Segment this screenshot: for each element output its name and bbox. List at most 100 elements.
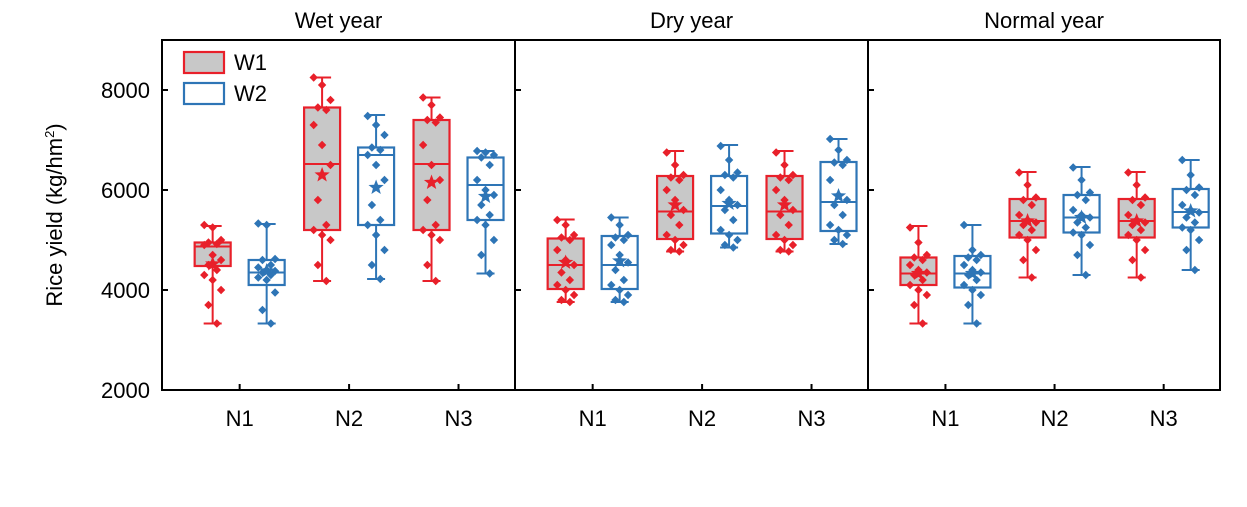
data-point (367, 200, 377, 210)
data-point (679, 170, 688, 180)
data-point (675, 247, 684, 256)
data-point (670, 235, 680, 245)
data-point (322, 276, 331, 286)
data-point (780, 235, 789, 245)
data-point (376, 145, 385, 155)
data-point (1128, 195, 1137, 205)
data-point (363, 150, 372, 160)
data-point (968, 285, 977, 295)
data-point (1140, 218, 1150, 227)
data-point (623, 230, 633, 240)
data-point (254, 263, 263, 272)
data-point (615, 220, 624, 230)
y-axis-label: Rice yield (kg/hm2) (42, 123, 67, 306)
data-point (435, 113, 445, 122)
data-point (720, 170, 730, 180)
legend-label-w2: W2 (234, 81, 267, 106)
data-point (569, 260, 579, 270)
data-point (1178, 223, 1187, 232)
mean-marker (259, 263, 275, 278)
data-point (553, 215, 562, 225)
data-point (1081, 195, 1090, 205)
data-point (200, 270, 209, 280)
y-tick-label: 8000 (101, 78, 150, 103)
data-point (1073, 190, 1082, 200)
mean-marker (368, 179, 384, 194)
data-point (914, 238, 923, 247)
data-point (208, 250, 217, 260)
data-point (776, 210, 785, 220)
data-point (371, 120, 381, 130)
data-point (1031, 193, 1041, 202)
data-point (557, 233, 566, 242)
legend-swatch-w1 (182, 50, 226, 75)
x-tick-label: N1 (931, 406, 959, 431)
data-point (212, 239, 222, 249)
data-point (565, 297, 575, 307)
data-point (788, 240, 798, 250)
data-point (1031, 245, 1041, 255)
data-point (212, 319, 222, 328)
data-point (204, 300, 213, 310)
data-point (959, 260, 969, 270)
mean-marker (612, 253, 628, 268)
data-point (776, 173, 785, 182)
data-point (376, 274, 385, 284)
data-point (1068, 205, 1078, 215)
panel-frame (867, 39, 1221, 391)
data-point (371, 230, 381, 240)
data-point (435, 175, 445, 185)
data-point (1023, 235, 1032, 245)
data-point (262, 275, 271, 285)
data-point (1136, 225, 1146, 235)
data-point (326, 235, 335, 245)
box-w2-n1 (247, 219, 286, 328)
data-point (830, 158, 839, 167)
data-point (1019, 255, 1028, 265)
mean-marker (477, 188, 494, 203)
data-point (716, 185, 725, 195)
data-point (830, 200, 839, 210)
data-point (918, 255, 927, 265)
data-point (959, 220, 969, 230)
data-point (363, 220, 372, 230)
data-point (1014, 230, 1024, 240)
panel-title: Wet year (295, 8, 383, 33)
data-point (922, 268, 932, 277)
data-point (489, 190, 499, 200)
data-point (326, 160, 335, 170)
data-point (838, 160, 847, 170)
data-point (825, 175, 835, 185)
data-point (208, 223, 217, 232)
mean-marker (1129, 213, 1145, 228)
box-w2-n1 (953, 220, 992, 328)
data-point (254, 219, 263, 228)
data-point (1128, 220, 1137, 230)
data-point (619, 235, 629, 245)
data-point (1027, 200, 1036, 210)
box-w2-n3 (819, 134, 858, 249)
data-point (968, 245, 977, 255)
data-point (1027, 225, 1036, 235)
data-point (309, 120, 318, 130)
data-point (1136, 200, 1146, 210)
data-point (679, 240, 688, 250)
data-point (485, 160, 494, 170)
data-point (905, 280, 915, 290)
data-point (729, 173, 738, 182)
data-point (771, 230, 781, 240)
data-point (565, 235, 575, 245)
data-point (922, 250, 932, 260)
mean-marker (205, 256, 221, 271)
data-point (380, 175, 389, 185)
data-point (326, 95, 335, 105)
data-point (431, 118, 440, 127)
data-point (825, 134, 835, 144)
panel-title: Dry year (650, 8, 733, 33)
data-point (771, 185, 781, 195)
data-point (611, 295, 620, 305)
data-point (472, 146, 482, 156)
data-point (666, 245, 676, 255)
